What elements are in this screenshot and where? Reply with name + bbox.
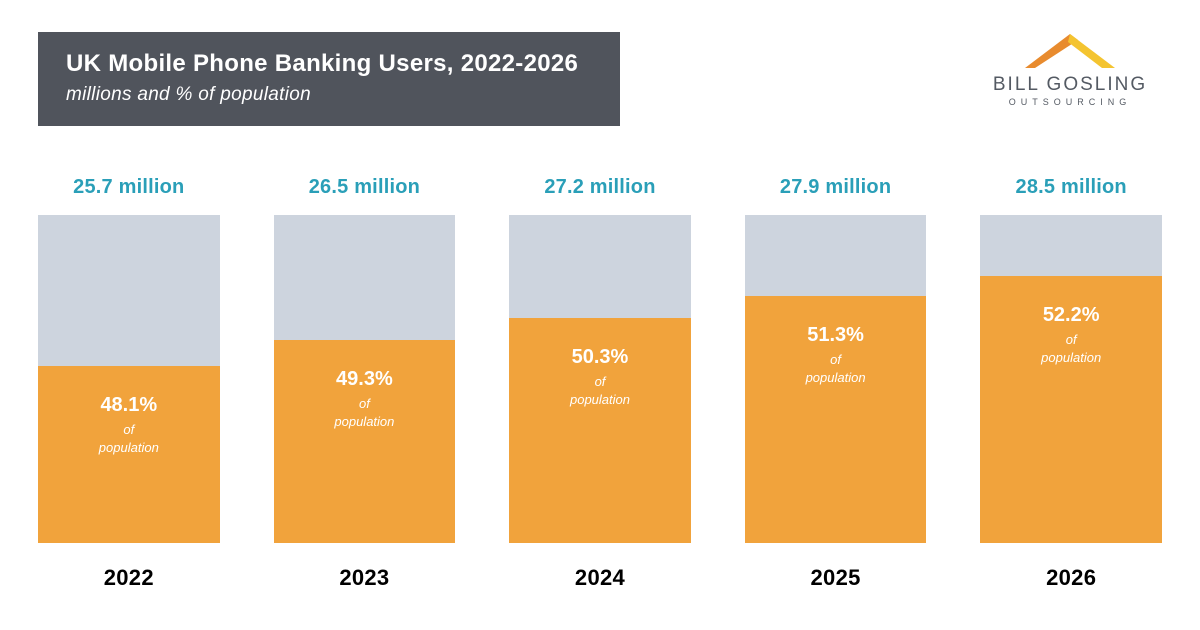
logo-brand-text: BILL GOSLING (980, 74, 1160, 96)
bar-top-label: 26.5 million (309, 176, 420, 199)
logo-brand-subtext: OUTSOURCING (980, 97, 1160, 107)
title-bar: UK Mobile Phone Banking Users, 2022-2026… (38, 32, 620, 126)
bar-year-label: 2023 (339, 565, 389, 591)
bar-fill: 51.3% ofpopulation (745, 296, 927, 543)
bar-top-label: 25.7 million (73, 176, 184, 199)
bar-fill: 50.3% ofpopulation (509, 318, 691, 543)
bar-year-label: 2025 (811, 565, 861, 591)
bar-top-label: 27.2 million (544, 176, 655, 199)
logo-swoosh-icon (1010, 28, 1130, 72)
bar-column: 27.9 million 51.3% ofpopulation 2025 (745, 176, 927, 591)
bar-chart: 25.7 million 48.1% ofpopulation 2022 26.5 mi… (38, 176, 1162, 591)
bar-year-label: 2022 (104, 565, 154, 591)
chart-title: UK Mobile Phone Banking Users, 2022-2026 (66, 50, 592, 78)
bar-percent-sublabel: ofpopulation (334, 395, 394, 430)
bar-percent-label: 51.3% (806, 324, 866, 347)
bar-percent-label: 49.3% (334, 368, 394, 391)
bar-track: 51.3% ofpopulation (745, 215, 927, 543)
bar-percent-label: 48.1% (99, 394, 159, 417)
bar-percent-sublabel: ofpopulation (570, 373, 630, 408)
bar-column: 27.2 million 50.3% ofpopulation 2024 (509, 176, 691, 591)
bar-column: 28.5 million 52.2% ofpopulation 2026 (980, 176, 1162, 591)
bar-top-label: 27.9 million (780, 176, 891, 199)
bar-percent-label: 52.2% (1041, 304, 1101, 327)
bar-column: 26.5 million 49.3% ofpopulation 2023 (274, 176, 456, 591)
bar-year-label: 2024 (575, 565, 625, 591)
bar-fill: 49.3% ofpopulation (274, 340, 456, 543)
bar-percent-sublabel: ofpopulation (1041, 331, 1101, 366)
bar-fill: 48.1% ofpopulation (38, 366, 220, 543)
bar-year-label: 2026 (1046, 565, 1096, 591)
bar-track: 48.1% ofpopulation (38, 215, 220, 543)
bar-fill: 52.2% ofpopulation (980, 276, 1162, 543)
bar-track: 52.2% ofpopulation (980, 215, 1162, 543)
bar-percent-sublabel: ofpopulation (806, 351, 866, 386)
bar-top-label: 28.5 million (1016, 176, 1127, 199)
brand-logo: BILL GOSLING OUTSOURCING (980, 28, 1160, 107)
bar-column: 25.7 million 48.1% ofpopulation 2022 (38, 176, 220, 591)
bar-percent-sublabel: ofpopulation (99, 421, 159, 456)
bar-percent-label: 50.3% (570, 346, 630, 369)
bar-track: 50.3% ofpopulation (509, 215, 691, 543)
chart-subtitle: millions and % of population (66, 84, 592, 106)
bar-track: 49.3% ofpopulation (274, 215, 456, 543)
